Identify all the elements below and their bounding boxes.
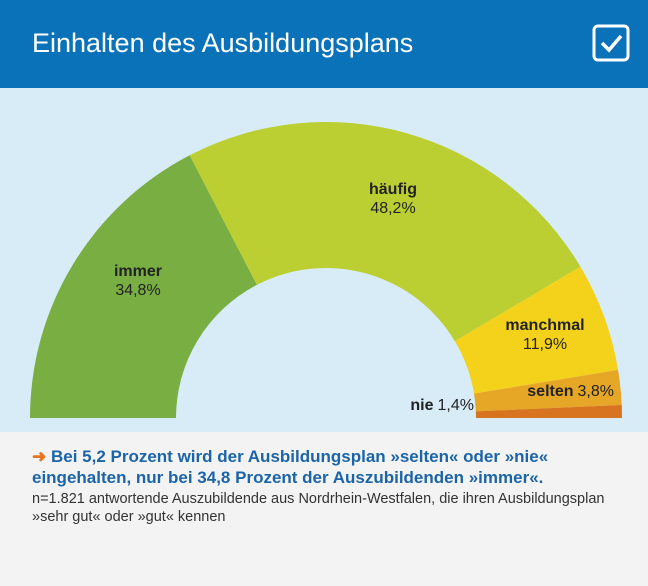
category-label: häufig bbox=[369, 181, 417, 198]
category-label: nie bbox=[410, 397, 433, 414]
note: n=1.821 antwortende Auszubildende aus No… bbox=[32, 491, 605, 525]
donut-segment bbox=[474, 369, 622, 412]
value-label: 11,9% bbox=[523, 336, 567, 353]
donut-segment bbox=[454, 266, 619, 394]
chart-title: Einhalten des Ausbildungsplans bbox=[32, 28, 414, 58]
value-label: 48,2% bbox=[370, 200, 415, 217]
category-label: manchmal bbox=[505, 317, 584, 334]
chart: immer 34,8% häufig 48,2% manchmal 11,9% selten… bbox=[0, 88, 648, 432]
arrow-icon: ➜ bbox=[32, 447, 51, 466]
donut-segment bbox=[189, 122, 581, 342]
value-label: 3,8% bbox=[578, 383, 614, 400]
value-label: 1,4% bbox=[438, 397, 474, 414]
donut-segment bbox=[30, 155, 257, 418]
data-label: immer 34,8% bbox=[114, 263, 162, 299]
data-label: selten 3,8% bbox=[527, 383, 614, 400]
category-label: selten bbox=[527, 383, 573, 400]
annotation-box: ➜ Bei 5,2 Prozent wird der Ausbildungspl… bbox=[32, 446, 616, 488]
category-label: immer bbox=[114, 263, 162, 280]
data-label: häufig 48,2% bbox=[369, 181, 417, 217]
annotation: Bei 5,2 Prozent wird der Ausbildungsplan… bbox=[32, 447, 549, 487]
donut-segment bbox=[475, 404, 622, 418]
header: Einhalten des Ausbildungsplans bbox=[0, 0, 648, 88]
value-label: 34,8% bbox=[115, 282, 160, 299]
footer: ➜ Bei 5,2 Prozent wird der Ausbildungspl… bbox=[0, 432, 648, 526]
check-icon bbox=[592, 24, 630, 62]
data-label: manchmal 11,9% bbox=[505, 317, 584, 353]
data-label: nie 1,4% bbox=[410, 397, 474, 414]
